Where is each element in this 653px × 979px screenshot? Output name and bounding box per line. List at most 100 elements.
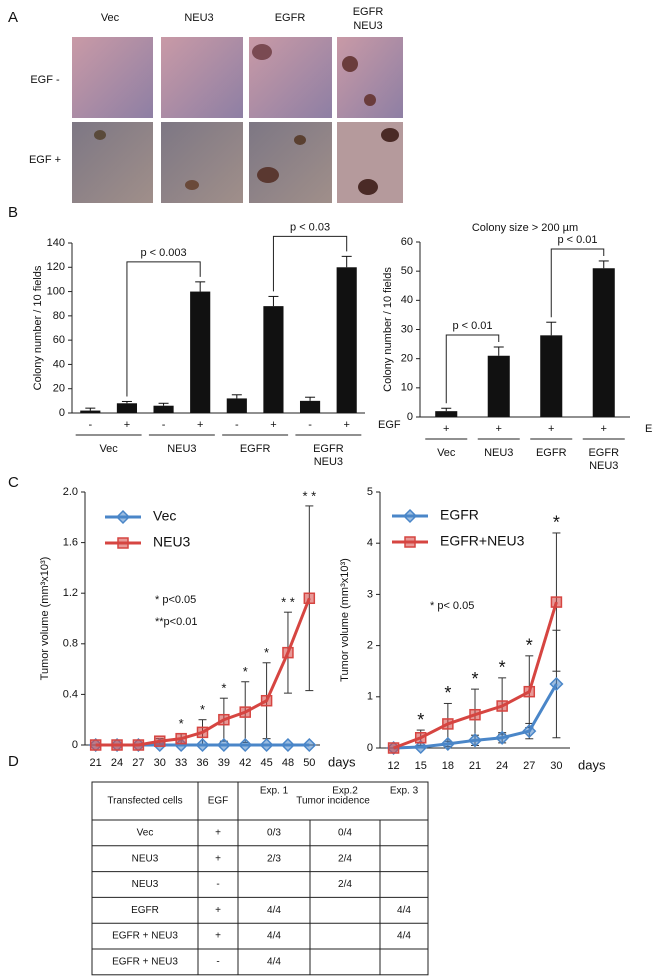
group-label: Vec (99, 443, 118, 455)
legend-label: NEU3 (153, 534, 191, 550)
x-tick-label: 39 (218, 757, 230, 769)
table-cell: EGFR + NEU3 (112, 957, 178, 968)
marker (469, 708, 481, 721)
x-tick-label: + (443, 423, 449, 435)
y-tick-label: 1.6 (63, 537, 78, 549)
x-tick-label: 24 (496, 760, 508, 772)
table-cell: 0/4 (338, 828, 352, 839)
legend-label: Vec (153, 508, 176, 524)
marker (404, 536, 416, 548)
colony (94, 130, 106, 140)
x-tick-label: 48 (282, 757, 294, 769)
significance: * (200, 702, 205, 717)
y-tick-label: 1 (367, 691, 373, 703)
x-tick-label: 21 (469, 760, 481, 772)
marker (496, 700, 508, 712)
marker (175, 732, 187, 745)
x-axis-label: days (328, 754, 356, 769)
bracket (550, 248, 605, 318)
y-tick-label: 60 (53, 334, 65, 346)
x-tick-label: 30 (550, 760, 562, 772)
bar (592, 268, 615, 417)
bar (435, 411, 458, 417)
marker (282, 646, 294, 659)
table-cell: Vec (137, 828, 154, 839)
group-label: Vec (437, 447, 456, 459)
colony (358, 179, 378, 195)
marker (302, 737, 317, 753)
marker (117, 537, 129, 549)
marker (89, 739, 102, 751)
table-cell: 2/3 (267, 853, 281, 864)
marker (195, 737, 210, 753)
marker (239, 706, 251, 718)
y-tick-label: 0.8 (63, 638, 78, 650)
chart-title: Colony size > 200 µm (472, 222, 578, 234)
table-subheader: Tumor incidence (296, 796, 370, 807)
bar (226, 398, 247, 413)
y-tick-label: 80 (53, 310, 65, 322)
significance: * (553, 513, 560, 533)
table-cell: 4/4 (267, 957, 281, 968)
y-tick-label: 40 (53, 358, 65, 370)
bracket (272, 235, 348, 292)
group-label: EGFR (313, 443, 344, 455)
photo-grid (72, 37, 403, 203)
column-label: Vec (101, 12, 120, 24)
significance: * (264, 645, 269, 660)
x-tick-label: + (197, 419, 203, 431)
x-tick-label: - (235, 419, 239, 431)
table-cell: 4/4 (397, 931, 411, 942)
table-cell: + (215, 931, 221, 942)
marker (196, 726, 209, 739)
marker (218, 713, 230, 726)
table-cell: NEU3 (132, 853, 159, 864)
annotation: p < 0.01 (557, 234, 597, 246)
column-label: EGFR (353, 6, 384, 18)
y-tick-label: 0 (367, 742, 373, 754)
table-header: Exp. 3 (390, 786, 419, 797)
annotation: p < 0.03 (290, 221, 330, 233)
bracket (445, 334, 500, 404)
x-tick-label: 18 (442, 760, 454, 772)
marker (132, 739, 145, 751)
table-cell: 4/4 (267, 905, 281, 916)
y-axis-label: Colony number / 10 fields (32, 265, 44, 390)
table-cell: EGFR (131, 905, 159, 916)
x-tick-label: 27 (132, 757, 144, 769)
legend-label: EGFR+NEU3 (440, 533, 525, 549)
significance: * (444, 683, 451, 703)
column-label: EGFR (275, 12, 306, 24)
photo (249, 122, 332, 203)
annotation: p < 0.01 (452, 320, 492, 332)
group-label: EGFR (536, 447, 567, 459)
colony (294, 135, 306, 145)
bar (153, 405, 174, 413)
column-label: NEU3 (184, 12, 213, 24)
y-tick-label: 1.2 (63, 587, 78, 599)
colony (252, 44, 272, 60)
y-tick-label: 20 (401, 353, 413, 365)
group-label: NEU3 (589, 460, 618, 472)
marker (549, 676, 564, 692)
y-tick-label: 10 (401, 382, 413, 394)
x-tick-label: 42 (239, 757, 251, 769)
x-tick-label: 24 (111, 757, 123, 769)
bar (190, 291, 211, 413)
x-tick-label: 45 (260, 757, 272, 769)
x-tick-label: 15 (415, 760, 427, 772)
marker (523, 685, 536, 698)
photo (161, 122, 243, 203)
y-tick-label: 140 (47, 237, 65, 249)
panel-label: B (8, 204, 18, 221)
photo (161, 37, 243, 118)
panel-label: D (8, 753, 19, 770)
y-tick-label: 0 (72, 739, 78, 751)
x-tick-label: + (343, 419, 349, 431)
colony (364, 94, 376, 106)
x-tick-label: 12 (387, 760, 399, 772)
panel-label: C (8, 474, 19, 491)
group-label: EGFR (240, 443, 271, 455)
marker (495, 730, 510, 745)
